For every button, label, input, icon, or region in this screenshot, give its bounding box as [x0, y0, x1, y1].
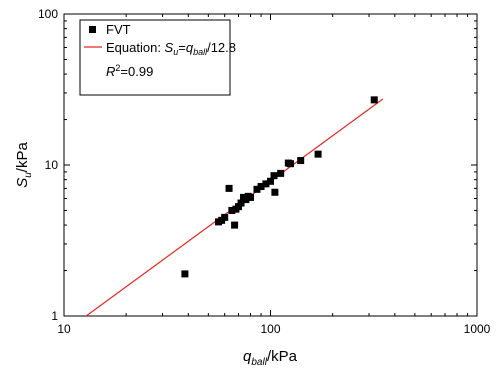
x-ticks [63, 14, 478, 316]
y-axis-label-sub: u [23, 172, 34, 178]
data-point [287, 160, 295, 168]
y-tick-label-100: 100 [38, 7, 58, 21]
y-tick-label-1: 1 [51, 309, 58, 323]
legend-r2-value: =0.99 [120, 64, 153, 79]
legend-equation-s-sub: u [173, 47, 178, 57]
legend-equation-eq: = [178, 40, 186, 55]
legend-fvt-marker [89, 26, 96, 33]
legend-equation-label: Equation: Su=qball/12.8 [106, 40, 236, 57]
scatter-points [181, 96, 378, 278]
x-tick-label-1000: 1000 [464, 322, 491, 336]
y-axis-label: Su/kPa [14, 142, 34, 188]
data-point [297, 157, 305, 165]
data-point [271, 188, 279, 196]
x-tick-label-10: 10 [57, 322, 71, 336]
y-axis-label-main: S [14, 178, 31, 188]
legend-equation-suffix: /12.8 [207, 40, 236, 55]
data-point [257, 183, 265, 191]
x-axis-label-sub: ball [251, 357, 267, 368]
legend-equation-s: S [165, 40, 174, 55]
data-point [314, 150, 322, 158]
data-point [270, 172, 278, 180]
legend-box [79, 19, 231, 96]
legend-r2-label: R2=0.99 [106, 63, 153, 79]
data-point [246, 193, 254, 201]
data-point [221, 213, 229, 221]
x-tick-label-100: 100 [260, 322, 280, 336]
legend-equation-q: q [186, 40, 194, 55]
data-point [181, 270, 189, 278]
data-point [235, 203, 243, 211]
x-axis-label-rest: /kPa [267, 348, 298, 365]
data-point [370, 96, 378, 104]
y-ticks [64, 13, 477, 317]
legend-r2-sup: 2 [115, 63, 120, 73]
data-point [262, 180, 270, 188]
x-axis-label-main: q [243, 348, 252, 365]
legend: FVT Equation: Su=qball/12.8 R2=0.99 [79, 19, 236, 96]
data-point [231, 221, 239, 229]
y-axis-label-rest: /kPa [14, 142, 31, 173]
data-point [253, 185, 261, 193]
data-point [277, 169, 285, 177]
data-point [225, 184, 233, 192]
legend-equation-q-sub: ball [193, 47, 208, 57]
data-point [267, 177, 274, 185]
data-point [237, 199, 245, 207]
legend-fvt-label: FVT [106, 22, 131, 37]
legend-r2-r: R [106, 64, 115, 79]
x-axis-label: qball/kPa [243, 348, 298, 368]
legend-equation-prefix: Equation: [106, 40, 165, 55]
data-point [228, 206, 236, 214]
y-tick-label-10: 10 [45, 158, 59, 172]
